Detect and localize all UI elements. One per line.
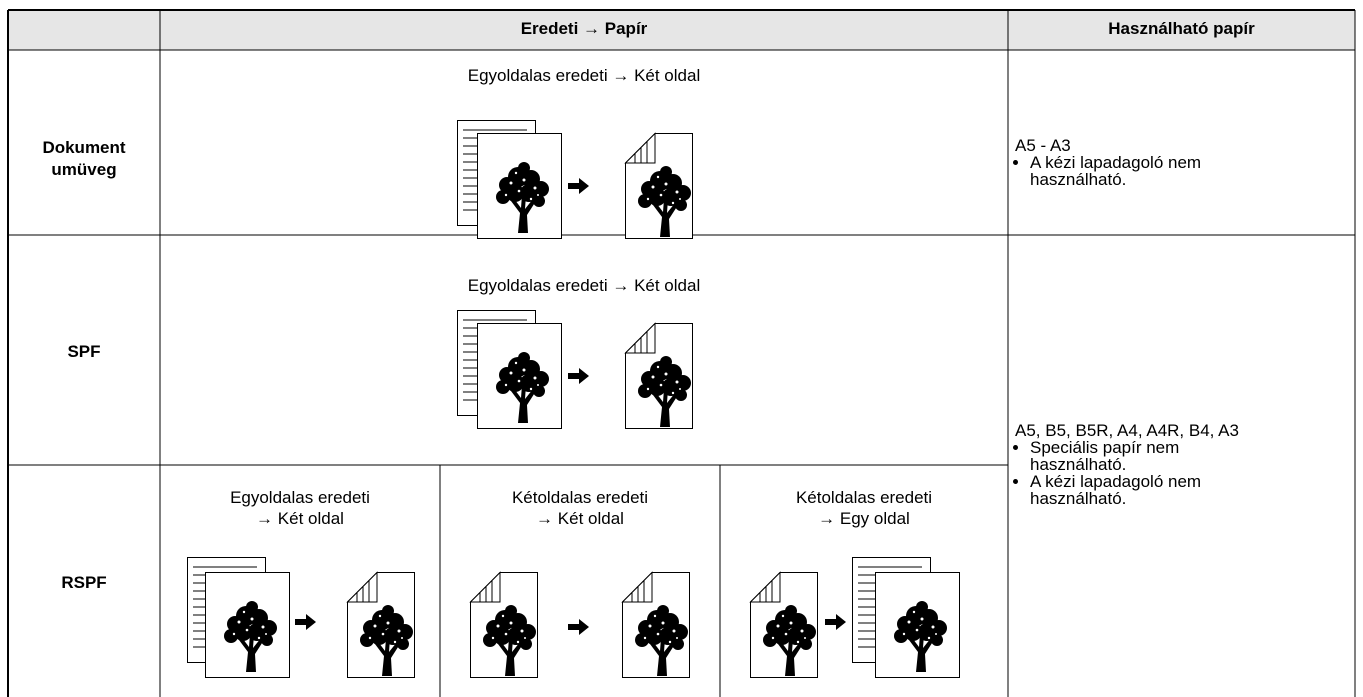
illustration (457, 120, 693, 239)
illustration (187, 557, 415, 678)
paper-note: A kézi lapadagoló nem használható. (1030, 154, 1270, 188)
paper-sizes: A5, B5, B5R, A4, A4R, B4, A3 (1015, 421, 1239, 440)
caption: → Egy oldal (818, 509, 910, 528)
illustration (751, 557, 960, 678)
paper-note: Speciális papír nem használható. (1030, 439, 1270, 473)
paper-cell: A5, B5, B5R, A4, A4R, B4, A3 Speciális p… (1015, 422, 1345, 507)
row-label: RSPF (61, 573, 107, 592)
paper-cell: A5 - A3 A kézi lapadagoló nem használhat… (1015, 137, 1345, 188)
caption: → Két oldal (536, 509, 624, 528)
row-label: SPF (67, 342, 101, 361)
row-label: Dokumentumüveg (42, 138, 126, 179)
illustration (457, 310, 693, 429)
caption: → Két oldal (256, 509, 344, 528)
caption: Egyoldalas eredeti → Két oldal (467, 276, 701, 295)
header-cell: Eredeti → Papír (520, 19, 648, 38)
header-cell: Használható papír (1108, 19, 1255, 38)
caption: Kétoldalas eredeti (795, 488, 933, 507)
caption: Kétoldalas eredeti (511, 488, 649, 507)
caption: Egyoldalas eredeti → Két oldal (467, 66, 701, 85)
paper-sizes: A5 - A3 (1015, 136, 1071, 155)
paper-note: A kézi lapadagoló nem használható. (1030, 473, 1270, 507)
illustration (471, 573, 690, 678)
caption: Egyoldalas eredeti (230, 488, 370, 507)
